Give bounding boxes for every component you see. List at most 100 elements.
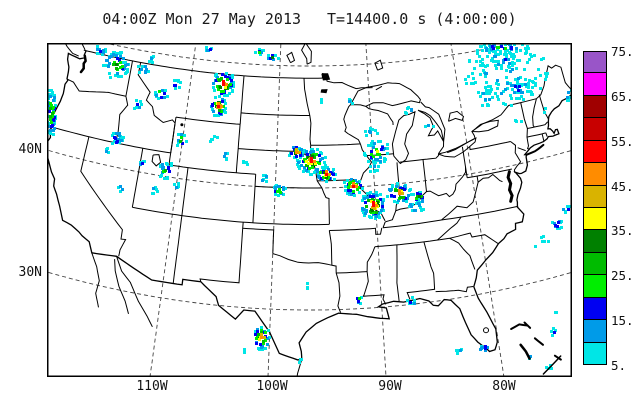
map-boundary-line	[296, 359, 303, 377]
valid-time-label: 04:00Z Mon 27 May 2013	[102, 10, 302, 28]
map-boundary-line	[396, 245, 400, 302]
colorbar-tick-label: 35.	[611, 223, 634, 239]
radar-echo-dbz-5	[47, 43, 572, 370]
water-feature-line	[542, 355, 562, 375]
map-boundary-line	[254, 185, 322, 189]
map-boundary-line	[436, 216, 462, 241]
map-boundary-line	[328, 230, 333, 266]
colorbar-cell	[583, 51, 607, 74]
lon-tick-label: 80W	[492, 379, 516, 394]
lon-tick-label: 110W	[136, 379, 168, 394]
map-boundary-line	[420, 101, 446, 156]
graticule-longitude-line	[365, 43, 387, 377]
water-feature-line	[533, 337, 544, 346]
colorbar-cell	[583, 319, 607, 343]
colorbar-tick-label: 15.	[611, 313, 634, 329]
colorbar-tick-label: 75.	[611, 44, 634, 59]
map-boundary-line	[52, 126, 171, 154]
map-boundary-line	[91, 252, 100, 308]
graticule-longitude-line	[267, 43, 282, 377]
graticule-longitude-line	[149, 43, 197, 377]
map-boundary-line	[331, 264, 342, 313]
lon-tick-label: 100W	[256, 379, 288, 394]
map-boundary-line	[66, 78, 126, 97]
colorbar-cell	[583, 94, 607, 119]
map-boundary-line	[449, 237, 476, 270]
water-feature-line	[510, 323, 529, 330]
map-boundary-line	[441, 182, 479, 221]
map-boundary-line	[391, 110, 416, 165]
map-boundary-line	[80, 136, 127, 257]
map-boundary-line	[168, 117, 177, 165]
map-boundary-line	[471, 119, 499, 133]
map-boundary-line	[132, 206, 330, 226]
map-boundary-line	[441, 205, 519, 221]
map-boundary-line	[301, 43, 312, 65]
map-boundary-line	[435, 286, 474, 293]
yellowstone-lake-dot	[180, 123, 184, 127]
map-boundary-line	[467, 168, 513, 179]
map-boundary-line	[532, 98, 537, 128]
map-boundary-line	[438, 137, 477, 158]
map-boundary-line	[309, 115, 312, 146]
colorbar-cell	[583, 251, 607, 276]
map-boundary-line	[151, 154, 162, 167]
lat-tick-label: 30N	[18, 265, 42, 280]
map-boundary-line	[538, 94, 549, 120]
colorbar-cell	[583, 229, 607, 253]
map-boundary-line	[385, 166, 466, 223]
colorbar-cell	[583, 162, 607, 186]
water-feature-line	[506, 170, 514, 203]
map-frame-border	[47, 43, 572, 377]
map-boundary-line	[449, 232, 499, 244]
map-boundary-line	[336, 271, 368, 274]
forecast-time-label: T=14400.0 s (4:00:00)	[327, 10, 517, 28]
colorbar-tick-label: 55.	[611, 133, 634, 149]
lake-filled	[320, 89, 328, 94]
map-boundary-line	[316, 180, 323, 189]
plot-title: 04:00Z Mon 27 May 2013 T=14400.0 s (4:00:…	[47, 10, 572, 28]
map-boundary-line	[114, 259, 129, 315]
lake-filled	[321, 73, 331, 81]
map-boundary-line	[272, 253, 333, 266]
map-boundary-line	[349, 82, 421, 107]
map-boundary-line	[417, 109, 445, 142]
map-boundary-line	[406, 241, 436, 300]
water-feature-line	[523, 321, 532, 329]
us-coastline	[47, 50, 572, 361]
map-boundary-line	[329, 227, 383, 235]
lat-tick-label: 40N	[18, 142, 42, 157]
map-boundary-line	[374, 237, 450, 248]
map-boundary-line	[64, 43, 79, 57]
map-canvas	[47, 43, 572, 377]
map-boundary-line	[517, 147, 526, 152]
colorbar-cell	[583, 341, 607, 365]
map-boundary-line	[422, 159, 427, 192]
colorbar-cell	[583, 184, 607, 208]
water-feature-line	[79, 54, 87, 74]
map-boundary-line	[321, 72, 373, 90]
map-boundary-line	[366, 246, 376, 272]
colorbar-cell	[583, 72, 607, 96]
map-boundary-line	[175, 116, 241, 125]
map-boundary-line	[137, 62, 176, 124]
map-boundary-line	[469, 141, 511, 151]
map-boundary-line	[321, 187, 330, 225]
map-boundary-line	[545, 132, 548, 137]
map-boundary-line	[382, 219, 442, 229]
colorbar-cell	[583, 274, 607, 298]
map-boundary-line	[83, 49, 323, 79]
water-feature-line	[519, 343, 531, 360]
map-boundary-line	[365, 105, 394, 126]
map-boundary-line	[527, 121, 548, 129]
map-boundary-line	[362, 271, 387, 305]
map-boundary-line	[168, 164, 256, 175]
lake-okeechobee-outline	[483, 327, 490, 334]
map-boundary-line	[400, 154, 440, 163]
map-boundary-line	[242, 227, 275, 254]
map-boundary-line	[510, 141, 522, 173]
map-boundary-line	[382, 221, 386, 228]
water-feature-line	[553, 354, 562, 361]
map-boundary-line	[541, 133, 545, 142]
